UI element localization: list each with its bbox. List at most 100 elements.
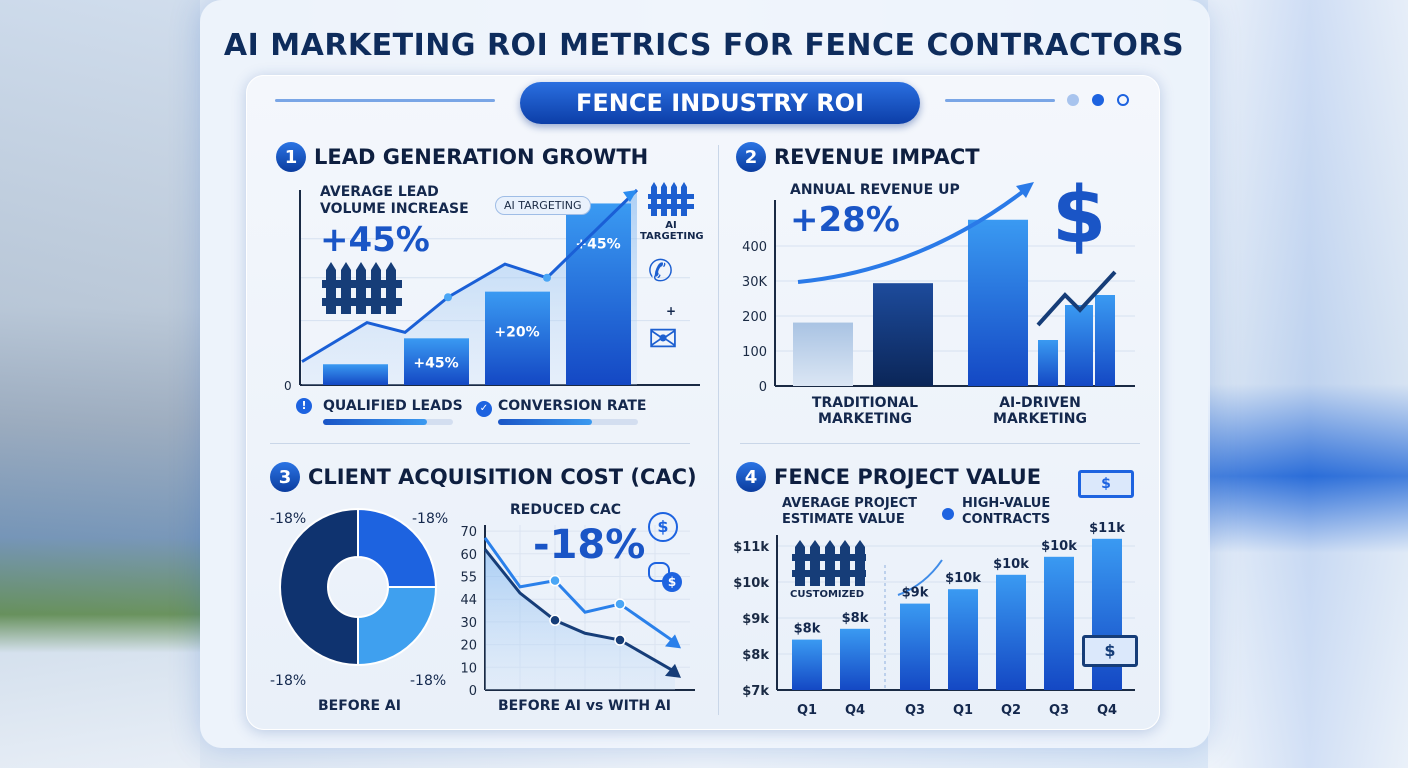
- banknote-icon: $: [1082, 635, 1138, 667]
- section-number: 1: [276, 142, 306, 172]
- series-line: [483, 537, 676, 644]
- envelope-icon: ✉: [648, 319, 679, 360]
- section-number: 2: [736, 142, 766, 172]
- curved-arrow: [897, 559, 943, 596]
- bar: [968, 219, 1028, 386]
- fence-icon: [648, 182, 694, 216]
- trend-point: [543, 273, 551, 282]
- series-arrowhead: [665, 663, 681, 678]
- building-icon: [1065, 305, 1093, 386]
- x-category-label: MARKETING: [993, 411, 1087, 427]
- y-tick-label: 0: [759, 380, 767, 395]
- ai-targeting-callout: AI TARGETING: [495, 196, 591, 215]
- page-title: AI MARKETING ROI METRICS FOR FENCE CONTR…: [223, 28, 1185, 63]
- bar: [485, 291, 550, 385]
- lead-subtitle: AVERAGE LEAD VOLUME INCREASE: [320, 184, 469, 217]
- lead-generation-heading: 1 LEAD GENERATION GROWTH: [276, 142, 648, 172]
- growth-arrow: [797, 188, 1027, 284]
- growth-arrowhead: [1016, 182, 1034, 198]
- series-area: [485, 549, 675, 690]
- revenue-impact-chart: 010020030K400TRADITIONALMARKETINGAI-DRIV…: [742, 182, 1135, 427]
- pager-dot[interactable]: [1117, 94, 1129, 106]
- phone-icon: ✆: [648, 254, 674, 289]
- project-value-heading: 4 FENCE PROJECT VALUE: [736, 462, 1041, 492]
- cac-reduction-value: -18%: [533, 522, 646, 568]
- bar-data-label: $8k: [842, 611, 869, 626]
- building-icon: [1038, 340, 1058, 386]
- data-point: [614, 598, 626, 610]
- background-construction-scene: [0, 0, 200, 768]
- bar: [566, 203, 631, 385]
- dollar-icon: $: [1052, 171, 1107, 261]
- y-tick-label: 30: [460, 616, 477, 631]
- x-category-label: AI-DRIVEN: [999, 395, 1081, 411]
- bar: [996, 574, 1026, 690]
- bar-data-label: $8k: [794, 622, 821, 637]
- bar: [900, 603, 930, 690]
- y-tick-label: 400: [742, 240, 767, 255]
- revenue-impact-heading: 2 REVENUE IMPACT: [736, 142, 980, 172]
- donut-slice: [357, 507, 438, 588]
- bar-data-label: +45%: [413, 356, 458, 372]
- bar: [404, 338, 469, 385]
- alert-icon: !: [296, 398, 312, 414]
- building-icon: [1095, 295, 1115, 386]
- section-title: FENCE PROJECT VALUE: [774, 465, 1042, 489]
- y-tick-label: 30K: [742, 275, 768, 290]
- lead-increase-value: +45%: [320, 220, 430, 260]
- revenue-increase-value: +28%: [790, 200, 900, 240]
- divider: [718, 145, 719, 715]
- y-tick-label: $11k: [733, 540, 769, 555]
- pager-dot[interactable]: [1067, 94, 1079, 106]
- bar-data-label: $10k: [945, 571, 981, 586]
- lead-generation-chart: 0 +45% +20% +45%: [284, 188, 700, 393]
- bar-data-label: +20%: [494, 325, 539, 341]
- bar-data-label: $10k: [993, 557, 1029, 572]
- legend-qualified-leads: QUALIFIED LEADS: [323, 398, 463, 414]
- y-tick-label: $8k: [742, 648, 769, 663]
- plus-icon: [942, 508, 954, 520]
- banknote-icon: $: [1078, 470, 1134, 498]
- cac-heading: 3 CLIENT ACQUISITION COST (CAC): [270, 462, 697, 492]
- donut-slice: [279, 507, 359, 667]
- section-title: CLIENT ACQUISITION COST (CAC): [308, 465, 697, 489]
- bar: [792, 639, 822, 690]
- bar: [323, 364, 388, 385]
- customized-caption: CUSTOMIZED: [790, 589, 865, 600]
- project-subtitle: AVERAGE PROJECT ESTIMATE VALUE: [782, 496, 917, 527]
- plus-sign: +: [666, 304, 677, 318]
- ai-targeting-label: AI TARGETING: [640, 220, 704, 242]
- y-tick-label: 70: [460, 525, 477, 540]
- cac-donut-chart: -18% -18% -18% -18%: [270, 507, 448, 689]
- trend-point: [444, 293, 452, 302]
- y-tick-label: 55: [460, 571, 477, 586]
- y-tick-label: 100: [742, 345, 767, 360]
- divider: [270, 443, 690, 444]
- y-tick-label: 0: [469, 684, 477, 699]
- check-icon: ✓: [476, 401, 492, 417]
- pager-dot-active[interactable]: [1092, 94, 1104, 106]
- decor-line: [275, 99, 495, 102]
- slice-label: -18%: [412, 511, 448, 527]
- x-category-label: TRADITIONAL: [812, 395, 918, 411]
- data-point: [549, 614, 561, 627]
- section-badge: FENCE INDUSTRY ROI: [520, 82, 920, 124]
- section-title: REVENUE IMPACT: [774, 145, 980, 169]
- donut-slice: [357, 586, 438, 667]
- bar: [1092, 538, 1122, 690]
- data-point: [614, 634, 626, 646]
- high-value-note: HIGH-VALUE CONTRACTS: [962, 496, 1051, 527]
- y-tick-label: $7k: [742, 684, 769, 699]
- donut-caption: BEFORE AI: [318, 698, 401, 714]
- slice-label: -18%: [270, 511, 306, 527]
- x-category-label: Q3: [905, 703, 925, 718]
- legend-conversion-rate: CONVERSION RATE: [498, 398, 647, 414]
- x-category-label: MARKETING: [818, 411, 912, 427]
- trend-arrowhead: [623, 190, 637, 202]
- bar: [873, 283, 933, 386]
- x-category-label: Q4: [845, 703, 865, 718]
- bar-data-label: $10k: [1041, 539, 1077, 554]
- y-tick-label: 20: [460, 639, 477, 654]
- section-title: LEAD GENERATION GROWTH: [314, 145, 649, 169]
- x-category-label: Q1: [797, 703, 817, 718]
